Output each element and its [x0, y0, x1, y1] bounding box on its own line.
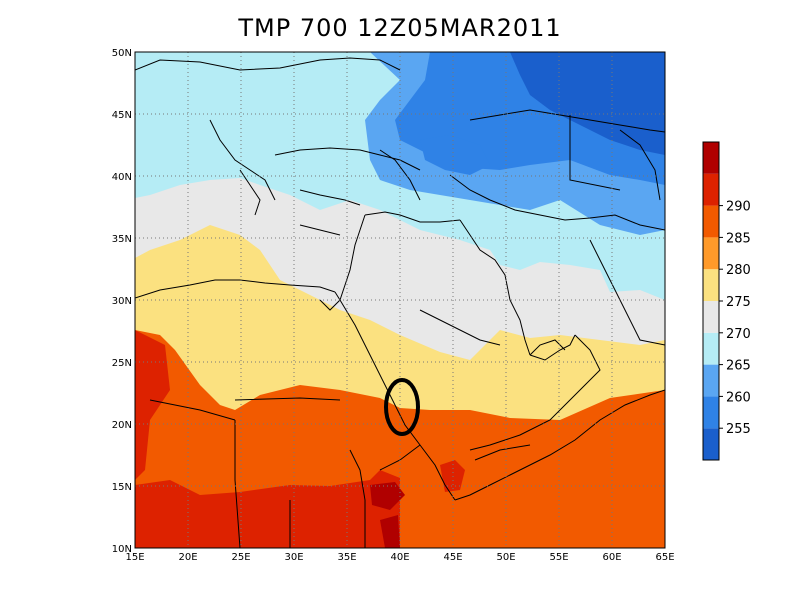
lon-tick-label: 35E: [337, 552, 356, 563]
lat-tick-label: 50N: [112, 48, 132, 59]
colorbar-swatch: [703, 142, 719, 174]
lat-tick-label: 30N: [112, 296, 132, 307]
colorbar-level-label: 285: [726, 231, 751, 246]
lon-tick-label: 45E: [443, 552, 462, 563]
lat-tick-labels: 10N 15N 20N 25N 30N 35N 40N 45N 50N: [112, 48, 132, 555]
band-255-260-patch: [420, 135, 490, 175]
lon-tick-label: 65E: [655, 552, 674, 563]
map-frame: [134, 51, 666, 549]
colorbar-level-label: 265: [726, 359, 751, 374]
colorbar-tick-labels: 255 260 265 270 275 280 285 290: [719, 200, 751, 437]
band-285-290-west: [135, 330, 170, 480]
lon-tick-label: 55E: [549, 552, 568, 563]
colorbar-level-label: 260: [726, 390, 751, 405]
colorbar-level-label: 255: [726, 422, 751, 437]
colorbar-swatch: [703, 332, 719, 365]
lat-tick-label: 25N: [112, 358, 132, 369]
lon-tick-label: 20E: [178, 552, 197, 563]
lon-tick-label: 40E: [390, 552, 409, 563]
colorbar-swatch: [703, 364, 719, 397]
colorbar-level-label: 280: [726, 263, 751, 278]
colorbar-level-label: 275: [726, 295, 751, 310]
coastlines: [135, 57, 665, 548]
colorbar-swatch: [703, 301, 719, 333]
grid-lines: [135, 52, 665, 548]
band-290-patch-2: [380, 515, 400, 548]
band-below-255: [510, 52, 665, 155]
colorbar: [702, 141, 720, 461]
lon-tick-label: 50E: [496, 552, 515, 563]
colorbar-swatch: [703, 396, 719, 429]
colorbar-level-label: 270: [726, 327, 751, 342]
lat-tick-label: 20N: [112, 420, 132, 431]
lon-tick-labels: 15E 20E 25E 30E 35E 40E 45E 50E 55E 60E 65E: [125, 552, 674, 563]
lat-tick-label: 15N: [112, 482, 132, 493]
lat-tick-label: 40N: [112, 172, 132, 183]
band-285-290-south: [135, 470, 400, 548]
lat-tick-label: 10N: [112, 544, 132, 555]
colorbar-swatch: [703, 173, 719, 206]
lon-tick-label: 15E: [125, 552, 144, 563]
lat-tick-label: 35N: [112, 234, 132, 245]
map-title: TMP 700 12Z05MAR2011: [238, 14, 562, 42]
lon-tick-label: 30E: [284, 552, 303, 563]
band-290-patch: [370, 482, 405, 510]
lon-tick-label: 25E: [231, 552, 250, 563]
lat-tick-label: 45N: [112, 110, 132, 121]
colorbar-swatch: [703, 205, 719, 238]
colorbar-swatch: [703, 428, 719, 460]
colorbar-level-label: 290: [726, 200, 751, 215]
colorbar-swatch: [703, 269, 719, 301]
colorbar-swatch: [703, 237, 719, 270]
highlight-ellipse: [384, 378, 420, 436]
lon-tick-label: 60E: [602, 552, 621, 563]
